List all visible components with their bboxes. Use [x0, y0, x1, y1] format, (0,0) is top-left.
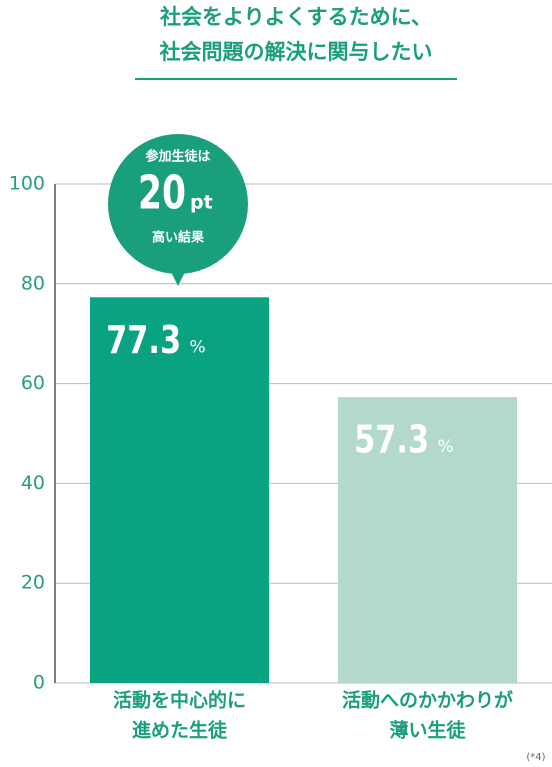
x-tick-label: 活動を中心的に: [113, 689, 246, 712]
bar: [90, 297, 269, 683]
x-tick-label: 薄い生徒: [389, 719, 466, 742]
annotation-value: 20: [138, 165, 186, 219]
chart-title: 社会をよりよくするために、: [159, 5, 432, 29]
annotation-line1: 参加生徒は: [145, 149, 210, 165]
annotation-pointer: [170, 270, 186, 286]
value-label: 77.3: [106, 319, 181, 363]
y-tick-label: 80: [21, 272, 45, 294]
y-tick-label: 0: [33, 672, 45, 694]
value-unit: %: [190, 337, 206, 357]
footnote: (*4): [526, 752, 545, 763]
y-tick-label: 100: [9, 173, 45, 195]
x-tick-label: 活動へのかかわりが: [342, 689, 513, 712]
annotation-line2: 高い結果: [152, 230, 204, 246]
annotation-unit: pt: [190, 192, 213, 214]
value-unit: %: [438, 437, 454, 457]
y-tick-label: 40: [21, 472, 45, 494]
x-tick-label: 進めた生徒: [132, 719, 228, 742]
bar: [338, 397, 517, 683]
y-tick-label: 20: [21, 572, 45, 594]
value-label: 57.3: [354, 418, 429, 462]
annotation-bubble: [108, 134, 248, 274]
y-tick-label: 60: [21, 372, 45, 394]
chart-title: 社会問題の解決に関与したい: [159, 40, 433, 64]
